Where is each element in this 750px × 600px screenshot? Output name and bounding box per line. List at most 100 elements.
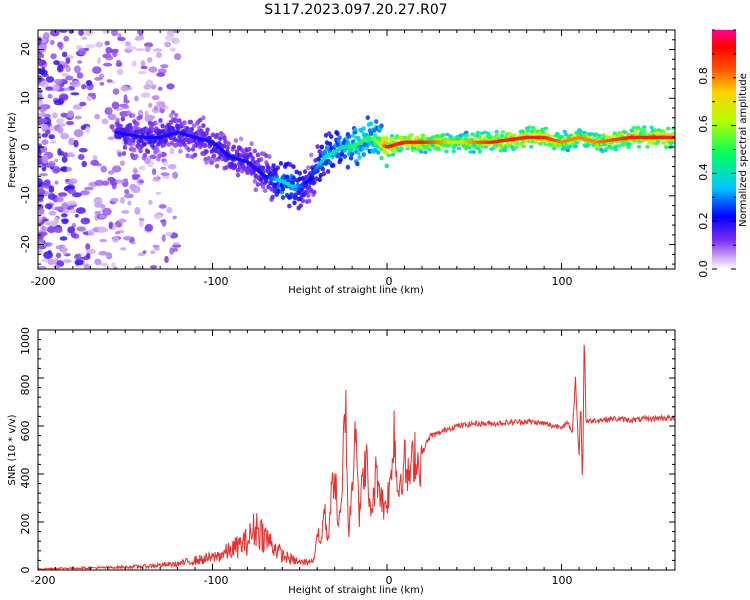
noise-speck: [148, 66, 158, 73]
noise-speck: [65, 120, 75, 126]
ridge-cell: [423, 150, 428, 154]
noise-speck: [87, 229, 95, 237]
colorbar: 0.0 0.2 0.4 0.6 0.8 Normalized spectral …: [697, 29, 749, 278]
ridge-cell: [192, 152, 198, 158]
noise-speck: [38, 248, 41, 254]
noise-speck: [40, 80, 49, 88]
noise-speck: [38, 173, 49, 177]
noise-speck: [100, 165, 107, 173]
ridge-cell: [342, 154, 347, 159]
ridge-cell: [157, 153, 162, 159]
noise-speck: [78, 30, 84, 36]
ridge-cell: [255, 152, 261, 158]
ridge-cell: [134, 153, 139, 159]
noise-speck: [38, 89, 43, 94]
ridge-cell: [356, 150, 361, 156]
ridge-cell: [368, 130, 374, 136]
noise-speck: [151, 168, 157, 176]
noise-speck: [173, 242, 180, 246]
ridge-cell: [353, 127, 358, 133]
ridge-cell: [278, 161, 284, 166]
ridge-cell: [582, 130, 587, 135]
noise-speck: [65, 75, 74, 81]
ridge-cell: [324, 144, 330, 150]
ridge-cell: [292, 200, 297, 206]
ridge-cell: [464, 130, 469, 135]
noise-speck: [61, 218, 69, 225]
noise-speck: [38, 104, 48, 113]
noise-speck: [55, 118, 64, 124]
snr-x-tick-labels: -200 -100 0 100: [31, 574, 573, 587]
noise-speck: [65, 57, 71, 64]
ridge-cell: [627, 142, 632, 146]
noise-speck: [156, 72, 166, 77]
noise-speck: [162, 161, 169, 166]
ridge-cell: [300, 198, 306, 204]
top-y-tick-label: 0: [19, 144, 32, 151]
colorbar-tick-label: 0.6: [697, 115, 710, 133]
ridge-cell: [642, 125, 647, 129]
ridge-cell: [142, 141, 147, 147]
noise-speck: [144, 223, 154, 232]
noise-speck: [68, 137, 75, 146]
ridge-cell: [158, 118, 163, 123]
ridge-cell: [534, 140, 539, 145]
noise-speck: [41, 258, 50, 263]
noise-speck: [85, 44, 96, 49]
noise-speck: [99, 214, 106, 219]
noise-speck: [76, 226, 86, 232]
noise-speck: [112, 88, 120, 95]
ridge-cell: [368, 121, 374, 127]
noise-speck: [77, 60, 83, 64]
noise-speck: [110, 197, 119, 203]
noise-speck: [38, 112, 44, 119]
noise-speck: [93, 196, 103, 205]
noise-speck: [106, 107, 113, 114]
noise-speck: [40, 146, 48, 153]
noise-speck: [67, 206, 71, 210]
spectrogram-y-axis-label: Frequency (Hz): [7, 112, 18, 188]
noise-speck: [90, 159, 100, 166]
ridge-cell: [468, 150, 473, 154]
noise-speck: [140, 65, 148, 70]
ridge-cell: [275, 165, 280, 171]
ridge-cell: [211, 153, 217, 159]
noise-speck: [164, 255, 169, 264]
ridge-cell: [120, 112, 126, 117]
noise-speck: [85, 126, 91, 134]
noise-speck: [76, 72, 84, 79]
ridge-cell: [626, 145, 631, 149]
noise-speck: [81, 160, 87, 168]
noise-speck: [104, 40, 110, 46]
noise-speck: [41, 225, 46, 232]
noise-speck: [43, 218, 49, 222]
ridge-cell: [379, 123, 384, 129]
ridge-cell: [471, 150, 476, 154]
ridge-cell: [515, 141, 520, 146]
noise-speck: [105, 55, 114, 61]
noise-speck: [38, 178, 43, 186]
bottom-y-tick-label: 600: [19, 421, 32, 442]
ridge-cell: [325, 169, 331, 174]
ridge-cell: [250, 155, 255, 161]
noise-speck: [112, 235, 120, 243]
noise-speck: [116, 59, 122, 64]
ridge-cell: [346, 134, 352, 139]
noise-speck: [137, 71, 147, 75]
noise-speck: [48, 134, 55, 140]
noise-speck: [94, 210, 101, 215]
noise-speck: [139, 220, 144, 228]
noise-speck: [67, 152, 74, 157]
ridge-cell: [198, 117, 203, 123]
noise-speck: [121, 105, 130, 110]
noise-speck: [168, 163, 177, 170]
noise-speck: [70, 80, 81, 88]
noise-speck: [60, 112, 68, 118]
ridge-cell: [441, 133, 446, 137]
noise-speck: [38, 216, 43, 224]
noise-speck: [38, 93, 43, 101]
ridge-cell: [364, 146, 369, 151]
ridge-cell: [266, 184, 271, 190]
bottom-y-tick-label: 200: [19, 514, 32, 535]
noise-speck: [94, 179, 105, 187]
